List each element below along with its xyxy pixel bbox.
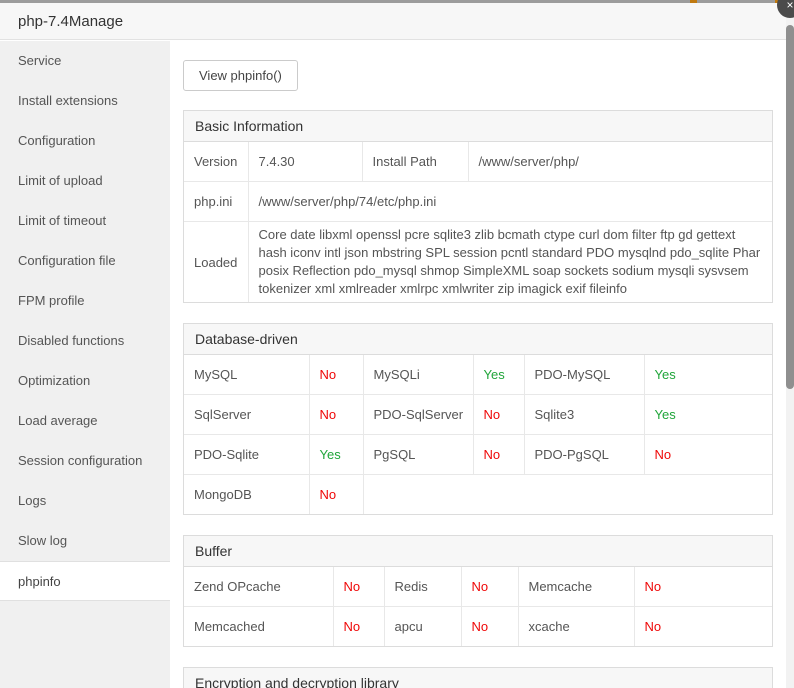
extension-name-cell: Zend OPcache: [184, 567, 334, 607]
database-driven-section: Database-driven MySQL No MySQLi Yes PDO-…: [183, 323, 773, 515]
sidebar-item-configuration-file[interactable]: Configuration file: [18, 253, 116, 268]
phpini-label-cell: php.ini: [184, 181, 249, 222]
sidebar-item-configuration[interactable]: Configuration: [18, 133, 96, 148]
sidebar-item-limit-of-upload[interactable]: Limit of upload: [18, 173, 103, 188]
table-row: SqlServer No PDO-SqlServer No Sqlite3 Ye…: [184, 394, 772, 435]
extension-status-cell: Yes: [473, 355, 525, 395]
extension-status-cell: No: [644, 619, 662, 634]
extension-status-cell: No: [309, 474, 364, 514]
extension-name-cell: PDO-MySQL: [524, 355, 645, 395]
sidebar-item-disabled-functions[interactable]: Disabled functions: [18, 333, 125, 348]
top-accent-segment: [690, 0, 697, 3]
buffer-table: Zend OPcache No Redis No Memcache No Mem…: [184, 567, 772, 646]
sidebar-item-fpm-profile[interactable]: FPM profile: [18, 293, 85, 308]
extension-status-cell: Yes: [644, 394, 772, 435]
extension-name-cell: SqlServer: [184, 394, 310, 435]
extension-name-cell: PDO-Sqlite: [184, 434, 310, 475]
extension-name-cell: PgSQL: [363, 434, 474, 475]
extension-status-cell: No: [333, 606, 385, 646]
main-content: View phpinfo() Basic Information Version…: [170, 41, 794, 688]
extension-status-cell: No: [309, 394, 364, 435]
sidebar-item-slow-log[interactable]: Slow log: [18, 533, 68, 548]
extension-name-cell: PDO-PgSQL: [524, 434, 645, 475]
table-row: Loaded Core date libxml openssl pcre sql…: [184, 221, 772, 302]
extension-name-cell: apcu: [384, 606, 462, 646]
buffer-section: Buffer Zend OPcache No Redis No Memcache…: [183, 535, 773, 647]
extension-status-cell: No: [644, 434, 772, 475]
sidebar-item-optimization[interactable]: Optimization: [18, 373, 91, 388]
view-phpinfo-button[interactable]: View phpinfo(): [183, 60, 298, 91]
install-path-label-cell: Install Path: [362, 142, 469, 182]
extension-name-cell: MySQLi: [363, 355, 474, 395]
sidebar-item-phpinfo[interactable]: phpinfo: [0, 561, 170, 601]
extension-name-cell: Memcached: [184, 606, 334, 646]
buffer-title: Buffer: [184, 536, 772, 567]
database-driven-table: MySQL No MySQLi Yes PDO-MySQL Yes SqlSer…: [184, 355, 772, 514]
extension-name-cell: Sqlite3: [524, 394, 645, 435]
encryption-title: Encryption and decryption library: [184, 668, 772, 688]
extension-name-cell: PDO-SqlServer: [363, 394, 474, 435]
table-row: php.ini /www/server/php/74/etc/php.ini: [184, 181, 772, 222]
table-row: Memcached No apcu No xcache No: [184, 606, 772, 646]
table-row: MySQL No MySQLi Yes PDO-MySQL Yes: [184, 355, 772, 395]
extension-status-cell: No: [461, 606, 519, 646]
window-title: php-7.4Manage: [18, 12, 124, 30]
sidebar-item-install-extensions[interactable]: Install extensions: [18, 93, 118, 108]
version-label-cell: Version: [184, 142, 249, 182]
sidebar-item-limit-of-timeout[interactable]: Limit of timeout: [18, 213, 107, 228]
basic-information-title: Basic Information: [184, 111, 772, 142]
sidebar-item-session-configuration[interactable]: Session configuration: [18, 453, 143, 468]
basic-information-section: Basic Information Version 7.4.30 Install…: [183, 110, 773, 303]
extension-name-cell: Memcache: [518, 567, 635, 607]
close-icon: ×: [786, 0, 794, 12]
loaded-label-cell: Loaded: [184, 221, 249, 302]
sidebar-item-load-average[interactable]: Load average: [18, 413, 98, 428]
extension-name-cell: MongoDB: [184, 474, 310, 514]
table-row: Version 7.4.30 Install Path /www/server/…: [184, 142, 772, 182]
sidebar-item-service[interactable]: Service: [18, 53, 62, 68]
sidebar: Service Install extensions Configuration…: [0, 41, 170, 688]
extension-status-cell: No: [333, 567, 385, 607]
extension-status-cell: No: [473, 394, 525, 435]
window-top-edge: [0, 0, 794, 3]
table-row: Zend OPcache No Redis No Memcache No: [184, 567, 772, 607]
extension-status-cell: No: [461, 567, 519, 607]
extension-name-cell: MySQL: [184, 355, 310, 395]
scrollbar-thumb[interactable]: [786, 25, 794, 389]
phpini-value-cell: /www/server/php/74/etc/php.ini: [248, 181, 772, 222]
version-value-cell: 7.4.30: [248, 142, 363, 182]
database-driven-title: Database-driven: [184, 324, 772, 355]
loaded-modules-cell: Core date libxml openssl pcre sqlite3 zl…: [258, 227, 761, 296]
extension-status-cell: Yes: [644, 355, 772, 395]
sidebar-item-logs[interactable]: Logs: [18, 493, 47, 508]
install-path-value-cell: /www/server/php/: [468, 142, 772, 182]
modal-titlebar: php-7.4Manage: [0, 3, 794, 40]
extension-status-cell: Yes: [309, 434, 364, 475]
encryption-section: Encryption and decryption library: [183, 667, 773, 688]
table-row: PDO-Sqlite Yes PgSQL No PDO-PgSQL No: [184, 434, 772, 475]
extension-status-cell: No: [309, 355, 364, 395]
scrollbar[interactable]: [786, 3, 794, 688]
extension-status-cell: No: [634, 567, 772, 607]
basic-information-table: Version 7.4.30 Install Path /www/server/…: [184, 142, 772, 302]
extension-name-cell: Redis: [384, 567, 462, 607]
close-button[interactable]: ×: [777, 0, 794, 18]
extension-name-cell: xcache: [518, 606, 635, 646]
extension-status-cell: No: [473, 434, 525, 475]
table-row: MongoDB No: [184, 474, 772, 515]
empty-cell: [363, 475, 772, 515]
